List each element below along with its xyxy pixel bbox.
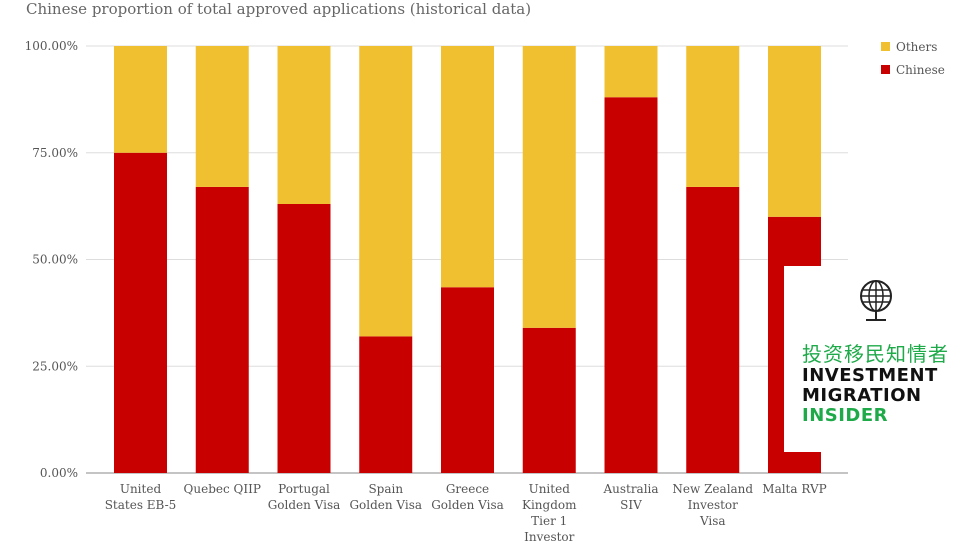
y-tick-label: 50.00% (32, 253, 78, 267)
x-tick-label: Greece Golden Visa (431, 482, 504, 512)
globe-icon (860, 280, 892, 321)
x-tick-label: New Zealand Investor Visa (672, 482, 753, 528)
legend-swatch (881, 42, 890, 51)
bar-others (604, 46, 658, 98)
bar-others (277, 46, 331, 204)
bar-others (768, 46, 821, 217)
bar-chinese (441, 287, 494, 473)
legend-label: Chinese (896, 63, 945, 77)
y-tick-label: 75.00% (32, 146, 78, 160)
bar-others (195, 46, 249, 187)
bar-chinese (277, 203, 331, 474)
x-tick-label: United States EB-5 (105, 482, 177, 512)
logo-line-2: MIGRATION (802, 385, 922, 406)
logo-line-3: INSIDER (802, 405, 889, 426)
legend-label: Others (896, 40, 937, 54)
legend-swatch (881, 65, 890, 74)
logo-chinese-text: 投资移民知情者 (802, 342, 949, 366)
bar-others (441, 46, 494, 288)
bar-others (359, 46, 413, 337)
x-tick-label: Malta RVP (762, 482, 826, 496)
bar-chinese (522, 327, 576, 473)
bar-others (522, 46, 576, 328)
bar-chinese (604, 97, 658, 474)
bar-chinese (359, 336, 413, 473)
logo-line-1: INVESTMENT (802, 365, 938, 386)
y-tick-label: 0.00% (40, 466, 78, 480)
x-tick-label: Portugal Golden Visa (268, 482, 341, 512)
y-tick-label: 100.00% (25, 39, 78, 53)
bar-others (686, 46, 740, 187)
bar-chinese (195, 186, 249, 473)
x-tick-label: Quebec QIIP (184, 482, 261, 496)
bar-others (114, 46, 167, 153)
chart-title: Chinese proportion of total approved app… (26, 0, 532, 18)
y-tick-label: 25.00% (32, 359, 78, 373)
x-tick-label: United Kingdom Tier 1 Investor (522, 482, 577, 544)
bar-chinese (114, 152, 167, 473)
x-tick-label: Australia SIV (602, 482, 658, 512)
bar-chinese (686, 186, 740, 473)
x-tick-label: Spain Golden Visa (349, 482, 422, 512)
logo: 投资移民知情者 INVESTMENT MIGRATION INSIDER (784, 266, 970, 452)
